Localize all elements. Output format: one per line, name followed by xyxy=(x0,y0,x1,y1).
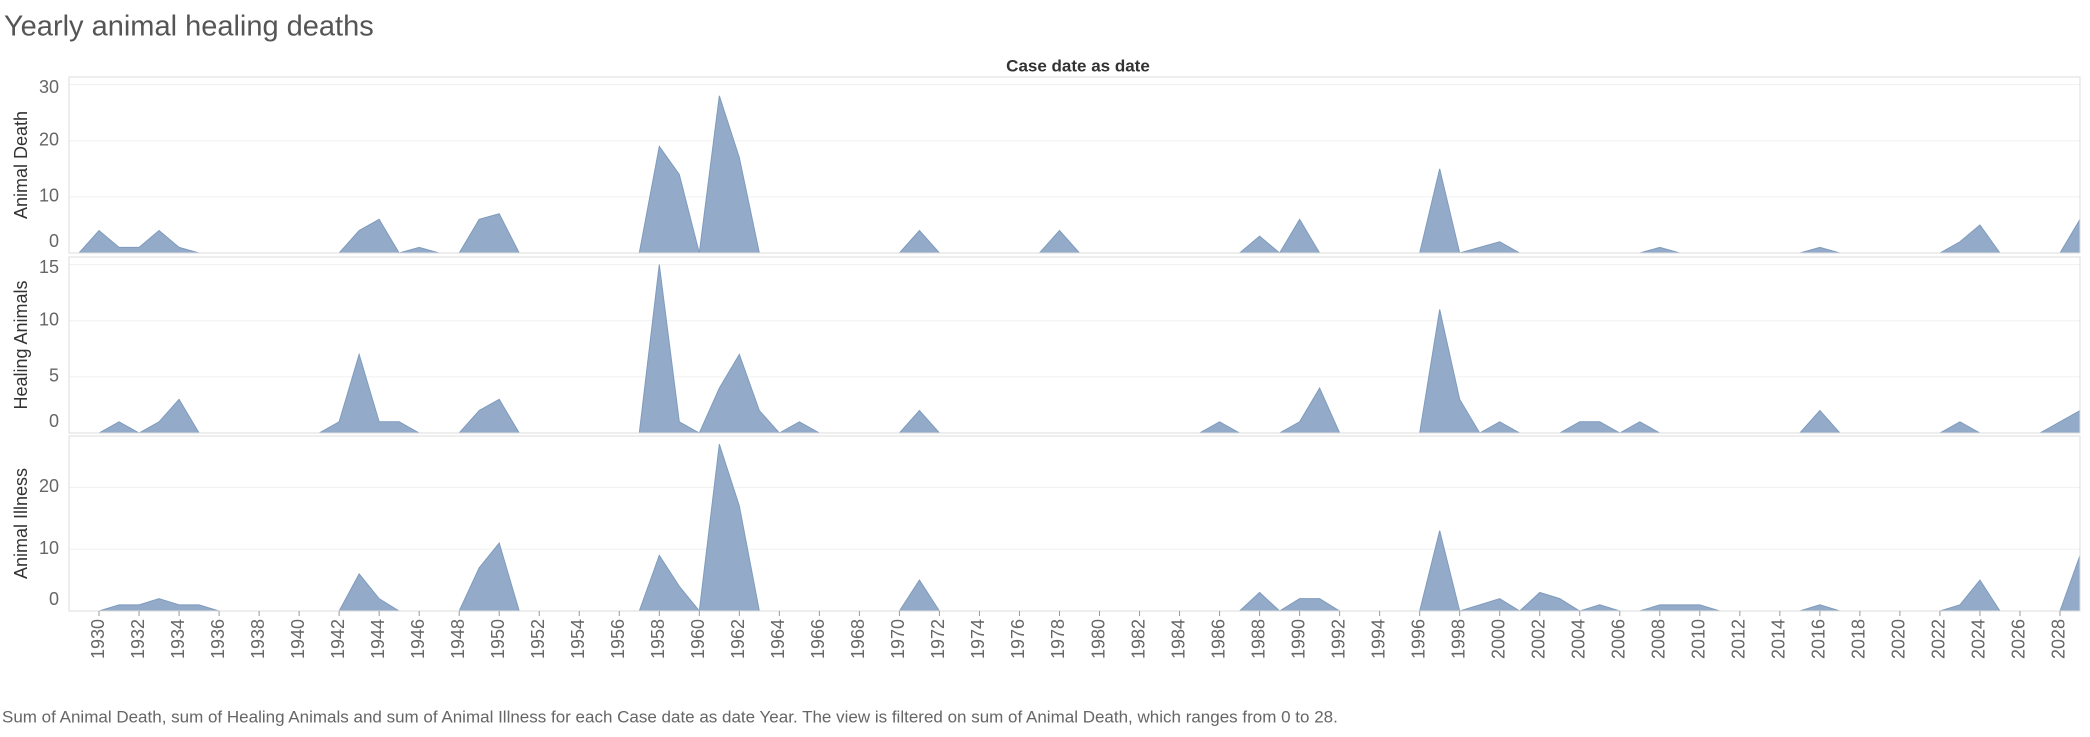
x-tick-label: 1986 xyxy=(1208,619,1228,659)
x-tick-label: 1954 xyxy=(568,619,588,659)
x-axis-title: Case date as date xyxy=(1006,56,1150,75)
x-tick-label: 2010 xyxy=(1689,619,1709,659)
x-tick-label: 2006 xyxy=(1609,619,1629,659)
area xyxy=(77,95,2081,254)
x-tick-label: 2022 xyxy=(1929,619,1949,659)
area xyxy=(79,264,2081,434)
x-tick-label: 2002 xyxy=(1528,619,1548,659)
x-tick-label: 1996 xyxy=(1408,619,1428,659)
x-tick-label: 1964 xyxy=(768,619,788,659)
x-tick-label: 2028 xyxy=(2049,619,2069,659)
x-tick-label: 1984 xyxy=(1168,619,1188,659)
panel-border xyxy=(68,256,2081,434)
x-tick-label: 1990 xyxy=(1288,619,1308,659)
x-tick-label: 1946 xyxy=(408,619,428,659)
x-tick-label: 2026 xyxy=(2009,619,2029,659)
x-tick-label: 1988 xyxy=(1248,619,1268,659)
x-tick-label: 1992 xyxy=(1328,619,1348,659)
x-tick-label: 1934 xyxy=(168,619,188,659)
x-tick-label: 1962 xyxy=(728,619,748,659)
x-tick-label: 1998 xyxy=(1448,619,1468,659)
y-tick-label: 20 xyxy=(39,129,59,149)
x-tick-label: 1936 xyxy=(208,619,228,659)
x-tick-label: 1938 xyxy=(248,619,268,659)
x-tick-label: 1942 xyxy=(328,619,348,659)
y-tick-label: 30 xyxy=(39,77,59,97)
x-tick-label: 2018 xyxy=(1849,619,1869,659)
x-tick-label: 1982 xyxy=(1128,619,1148,659)
x-tick-label: 1994 xyxy=(1368,619,1388,659)
x-tick-label: 2008 xyxy=(1649,619,1669,659)
chart-title: Yearly animal healing deaths xyxy=(4,11,374,43)
x-tick-label: 1978 xyxy=(1048,619,1068,659)
y-tick-label: 10 xyxy=(39,309,59,329)
x-tick-label: 1948 xyxy=(448,619,468,659)
caption: Sum of Animal Death, sum of Healing Anim… xyxy=(2,707,1338,726)
panel-border xyxy=(68,435,2081,612)
y-tick-label: 15 xyxy=(39,257,59,277)
area xyxy=(79,444,2081,613)
y-tick-label: 0 xyxy=(49,589,59,609)
y-axis-title: Healing Animals xyxy=(11,280,31,409)
y-tick-label: 10 xyxy=(39,538,59,558)
x-tick-label: 1940 xyxy=(288,619,308,659)
y-axis-title: Animal Death xyxy=(11,111,31,219)
x-tick-label: 1970 xyxy=(888,619,908,659)
x-tick-label: 1956 xyxy=(608,619,628,659)
x-tick-label: 2000 xyxy=(1488,619,1508,659)
x-tick-label: 1974 xyxy=(968,619,988,659)
x-tick-label: 1976 xyxy=(1008,619,1028,659)
x-tick-label: 2016 xyxy=(1809,619,1829,659)
x-tick-label: 1958 xyxy=(648,619,668,659)
x-tick-label: 1968 xyxy=(848,619,868,659)
y-tick-label: 20 xyxy=(39,476,59,496)
x-tick-label: 1950 xyxy=(488,619,508,659)
panel-border xyxy=(68,76,2081,254)
x-tick-label: 1980 xyxy=(1088,619,1108,659)
x-tick-label: 2004 xyxy=(1569,619,1589,659)
x-tick-label: 1972 xyxy=(928,619,948,659)
x-tick-label: 2012 xyxy=(1729,619,1749,659)
x-tick-label: 1952 xyxy=(528,619,548,659)
x-tick-label: 1960 xyxy=(688,619,708,659)
x-tick-label: 1932 xyxy=(128,619,148,659)
x-tick-label: 2024 xyxy=(1969,619,1989,659)
x-tick-label: 1930 xyxy=(88,619,108,659)
y-tick-label: 5 xyxy=(49,366,59,386)
x-tick-label: 1966 xyxy=(808,619,828,659)
x-tick-label: 2014 xyxy=(1769,619,1789,659)
y-tick-label: 0 xyxy=(49,231,59,251)
x-tick-label: 1944 xyxy=(368,619,388,659)
x-tick-label: 2020 xyxy=(1889,619,1909,659)
y-tick-label: 0 xyxy=(49,411,59,431)
y-tick-label: 10 xyxy=(39,186,59,206)
y-axis-title: Animal Illness xyxy=(11,468,31,579)
